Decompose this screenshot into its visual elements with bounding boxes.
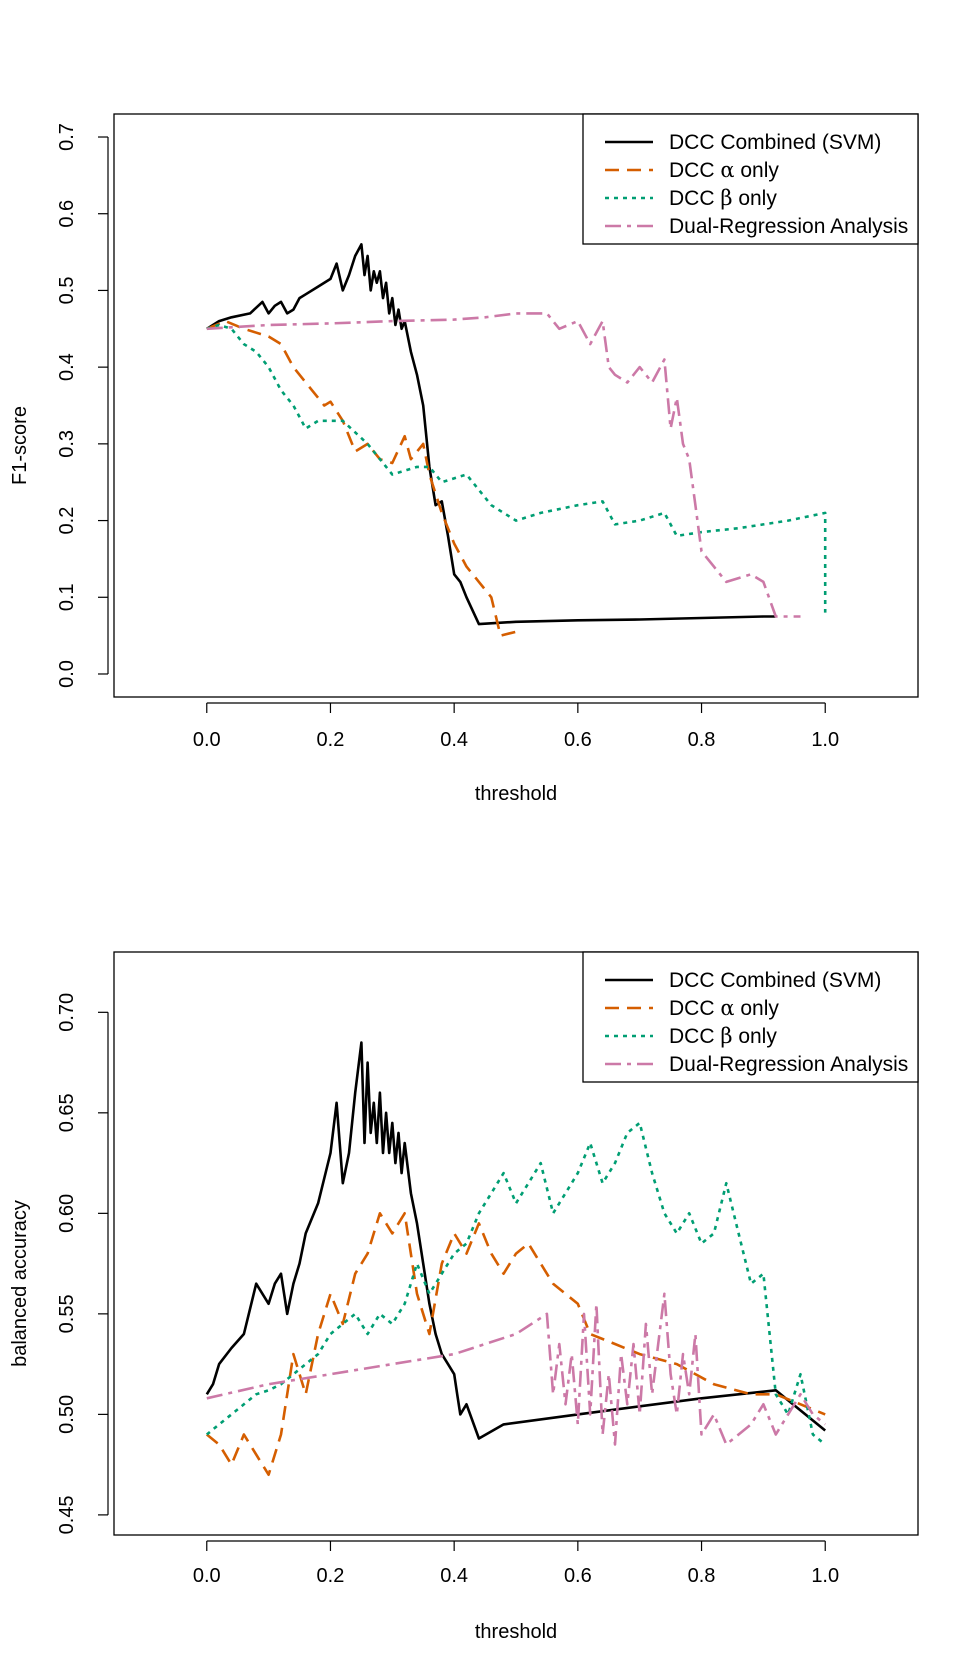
legend-label-text: DCC — [669, 187, 720, 210]
y-tick-label: 0.3 — [56, 430, 78, 458]
y-tick-label: 0.50 — [56, 1395, 78, 1434]
legend-item: DCC β only — [605, 186, 777, 210]
legend-item: DCC α only — [605, 996, 779, 1020]
plot-frame — [113, 951, 919, 1536]
legend-item: DCC Combined (SVM) — [605, 969, 881, 992]
beta-line — [205, 1121, 827, 1446]
y-tick-label: 0.55 — [56, 1294, 78, 1333]
plot-frame — [113, 113, 919, 698]
y-tick-label: 0.1 — [56, 583, 78, 611]
alpha-line — [205, 1212, 826, 1476]
greek-symbol: α — [720, 996, 734, 1020]
y-tick-label: 0.70 — [56, 993, 78, 1032]
x-tick-label: 0.0 — [193, 1565, 221, 1587]
svm-line — [206, 243, 776, 626]
y-tick-label: 0.4 — [56, 353, 78, 381]
greek-symbol: α — [720, 158, 734, 182]
legend-label-suffix: only — [732, 1025, 777, 1048]
balanced-accuracy-panel: 0.0 0.2 0.4 0.6 0.8 1.0threshold0.450.500.550… — [9, 951, 919, 1643]
y-axis-label: balanced accuracy — [9, 1200, 31, 1367]
legend-label-text: DCC Combined (SVM) — [669, 131, 881, 154]
legend-label-suffix: only — [732, 187, 777, 210]
series-lines — [205, 1041, 827, 1476]
y-tick-label: 0.0 — [56, 660, 78, 688]
legend-box — [582, 113, 919, 245]
legend-label: DCC Combined (SVM) — [669, 131, 881, 154]
series-lines — [206, 243, 827, 637]
x-axis-label: threshold — [475, 1621, 557, 1643]
x-tick-label: 0.4 — [440, 1565, 468, 1587]
dual-regression-line — [206, 1292, 827, 1446]
legend-item: Dual-Regression Analysis — [605, 1053, 908, 1076]
x-axis: 0.0 0.2 0.4 0.6 0.8 1.0 threshold — [193, 1540, 839, 1643]
legend-label: DCC Combined (SVM) — [669, 969, 881, 992]
x-tick-label: 1.0 — [811, 729, 839, 751]
legend-label: DCC β only — [669, 1024, 777, 1048]
x-tick-label: 0.6 — [564, 1565, 592, 1587]
x-tick-label: 1.0 — [811, 1565, 839, 1587]
y-tick-label: 0.5 — [56, 277, 78, 305]
legend-label-text: Dual-Regression Analysis — [669, 215, 908, 238]
legend-item: DCC β only — [605, 1024, 777, 1048]
legend-label-text: DCC — [669, 997, 720, 1020]
x-tick-label: 0.2 — [317, 729, 345, 751]
legend-label-text: DCC — [669, 1025, 720, 1048]
legend-label: DCC α only — [669, 996, 779, 1020]
x-axis-label: threshold — [475, 783, 557, 805]
svm-line — [205, 1041, 827, 1440]
legend-item: DCC Combined (SVM) — [605, 131, 881, 154]
greek-symbol: β — [720, 186, 732, 210]
x-tick-label: 0.6 — [564, 729, 592, 751]
legend-label: DCC β only — [669, 186, 777, 210]
x-tick-label: 0.0 — [193, 729, 221, 751]
beta-line — [206, 323, 827, 613]
y-tick-label: 0.6 — [56, 200, 78, 228]
legend-label: Dual-Regression Analysis — [669, 215, 908, 238]
legend-item: DCC α only — [605, 158, 779, 182]
legend-box — [582, 951, 919, 1083]
legend-label-suffix: only — [735, 997, 780, 1020]
legend-item: Dual-Regression Analysis — [605, 215, 908, 238]
y-axis-label: F1-score — [9, 406, 31, 485]
x-tick-label: 0.2 — [317, 1565, 345, 1587]
x-tick-label: 0.8 — [688, 1565, 716, 1587]
legend-label: DCC α only — [669, 158, 779, 182]
y-tick-label: 0.45 — [56, 1495, 78, 1534]
y-tick-label: 0.2 — [56, 507, 78, 535]
dual-regression-line — [206, 312, 801, 618]
x-tick-label: 0.4 — [440, 729, 468, 751]
legend-label: Dual-Regression Analysis — [669, 1053, 908, 1076]
y-tick-label: 0.60 — [56, 1194, 78, 1233]
legend-label-text: DCC Combined (SVM) — [669, 969, 881, 992]
x-tick-label: 0.8 — [688, 729, 716, 751]
y-axis: 0.45 0.50 0.55 0.60 0.65 0.70 balanced accurac… — [9, 993, 109, 1534]
legend-label-suffix: only — [735, 159, 780, 182]
y-axis: 0.0 0.1 0.2 0.3 0.4 0.5 0.6 0.7 F1-score — [9, 123, 109, 688]
y-tick-label: 0.7 — [56, 123, 78, 151]
legend-label-text: Dual-Regression Analysis — [669, 1053, 908, 1076]
y-tick-label: 0.65 — [56, 1093, 78, 1132]
x-axis: 0.0 0.2 0.4 0.6 0.8 1.0 threshold — [193, 702, 839, 805]
greek-symbol: β — [720, 1024, 732, 1048]
f1-panel: 0.0 0.2 0.4 0.6 0.8 1.0threshold0.00.10.20.30… — [9, 113, 919, 805]
legend-label-text: DCC — [669, 159, 720, 182]
